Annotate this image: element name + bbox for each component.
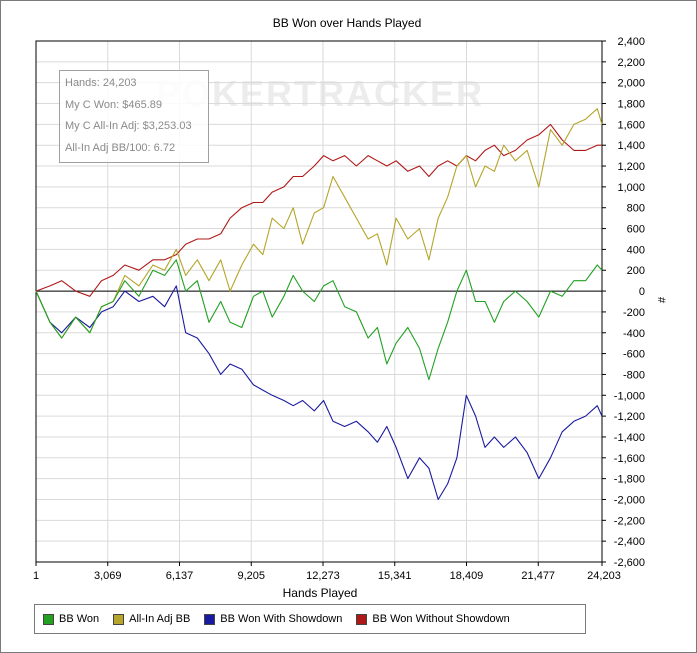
y-tick-label: 1,600 <box>617 119 645 131</box>
chart-title: BB Won over Hands Played <box>273 16 422 30</box>
legend-label-allin-adj-bb: All-In Adj BB <box>129 613 191 625</box>
y-axis-label: # <box>655 297 667 304</box>
y-tick-label: -2,400 <box>614 536 645 548</box>
chart-legend: BB Won All-In Adj BB BB Won With Showdow… <box>34 604 586 634</box>
y-tick-label: 1,800 <box>617 99 645 111</box>
y-tick-label: -800 <box>623 369 645 381</box>
legend-label-bb-won-with-showdown: BB Won With Showdown <box>220 613 343 625</box>
y-tick-label: -400 <box>623 328 645 340</box>
legend-swatch-allin-adj-bb <box>113 613 125 625</box>
y-tick-label: 400 <box>627 244 645 256</box>
y-axis-ticks: 2,400 2,200 2,000 1,800 1,600 1,400 1,200 1,000… <box>602 36 645 569</box>
legend-swatch-bb-won-without-showdown <box>356 613 368 625</box>
y-tick-label: -2,000 <box>614 494 645 506</box>
legend-swatch-bb-won-with-showdown <box>204 613 216 625</box>
x-tick-label: 6,137 <box>166 570 194 582</box>
y-tick-label: 1,400 <box>617 140 645 152</box>
stats-info-box: Hands: 24,203 My C Won: $465.89 My C All… <box>59 70 209 163</box>
y-tick-label: -600 <box>623 349 645 361</box>
y-tick-label: 2,200 <box>617 57 645 69</box>
y-tick-label: 600 <box>627 224 645 236</box>
series-line-bb-won-with-showdown <box>35 285 603 501</box>
x-tick-label: 21,477 <box>521 570 555 582</box>
y-tick-label: 0 <box>639 286 645 298</box>
y-tick-label: 1,000 <box>617 182 645 194</box>
plot-area-border <box>35 40 603 563</box>
y-tick-label: 800 <box>627 203 645 215</box>
legend-swatch-bb-won <box>43 613 54 625</box>
legend-label-bb-won-without-showdown: BB Won Without Showdown <box>372 613 510 625</box>
x-tick-label: 12,273 <box>306 570 340 582</box>
y-tick-label: -1,800 <box>614 474 645 486</box>
legend-item-bb-won-with-showdown: BB Won With Showdown <box>204 613 342 625</box>
y-tick-label: -1,600 <box>614 453 645 465</box>
my-c-won: My C Won: $465.89 <box>65 98 163 111</box>
series-line-all-in-adj-bb <box>35 108 603 339</box>
y-tick-label: -200 <box>623 307 645 319</box>
y-tick-label: -1,400 <box>614 432 645 444</box>
y-tick-label: 200 <box>627 265 645 277</box>
series-line-bb-won-without-showdown <box>35 123 602 297</box>
x-tick-label: 1 <box>33 570 39 582</box>
legend-item-bb-won-without-showdown: BB Won Without Showdown <box>356 613 510 625</box>
x-axis-label: Hands Played <box>283 586 358 600</box>
y-tick-label: -1,000 <box>614 390 645 402</box>
x-tick-label: 24,203 <box>587 570 621 582</box>
my-c-allin-adj: My C All-In Adj: $3,253.03 <box>65 120 192 132</box>
x-tick-label: 3,069 <box>94 570 122 582</box>
x-tick-label: 18,409 <box>450 570 484 582</box>
x-tick-label: 15,341 <box>378 570 412 582</box>
y-tick-label: 2,400 <box>617 36 645 48</box>
legend-item-bb-won: BB Won <box>43 613 99 625</box>
y-tick-label: 2,000 <box>617 78 645 90</box>
y-tick-label: -2,200 <box>614 515 645 527</box>
legend-item-allin-adj-bb: All-In Adj BB <box>113 613 190 625</box>
series-line-bb-won <box>35 259 603 381</box>
watermark-logo: POKERTRACKER <box>156 73 484 114</box>
legend-label-bb-won: BB Won <box>59 613 100 625</box>
y-tick-label: 1,200 <box>617 161 645 173</box>
x-axis-ticks: 1 3,069 6,137 9,205 12,273 15,341 18,409 21,477… <box>33 562 621 582</box>
series-lines <box>35 108 603 501</box>
y-tick-label: -2,600 <box>614 557 645 569</box>
hands-count: Hands: 24,203 <box>65 77 137 89</box>
x-tick-label: 9,205 <box>237 570 265 582</box>
y-tick-label: -1,200 <box>614 411 645 423</box>
allin-adj-bb100: All-In Adj BB/100: 6.72 <box>65 141 176 154</box>
